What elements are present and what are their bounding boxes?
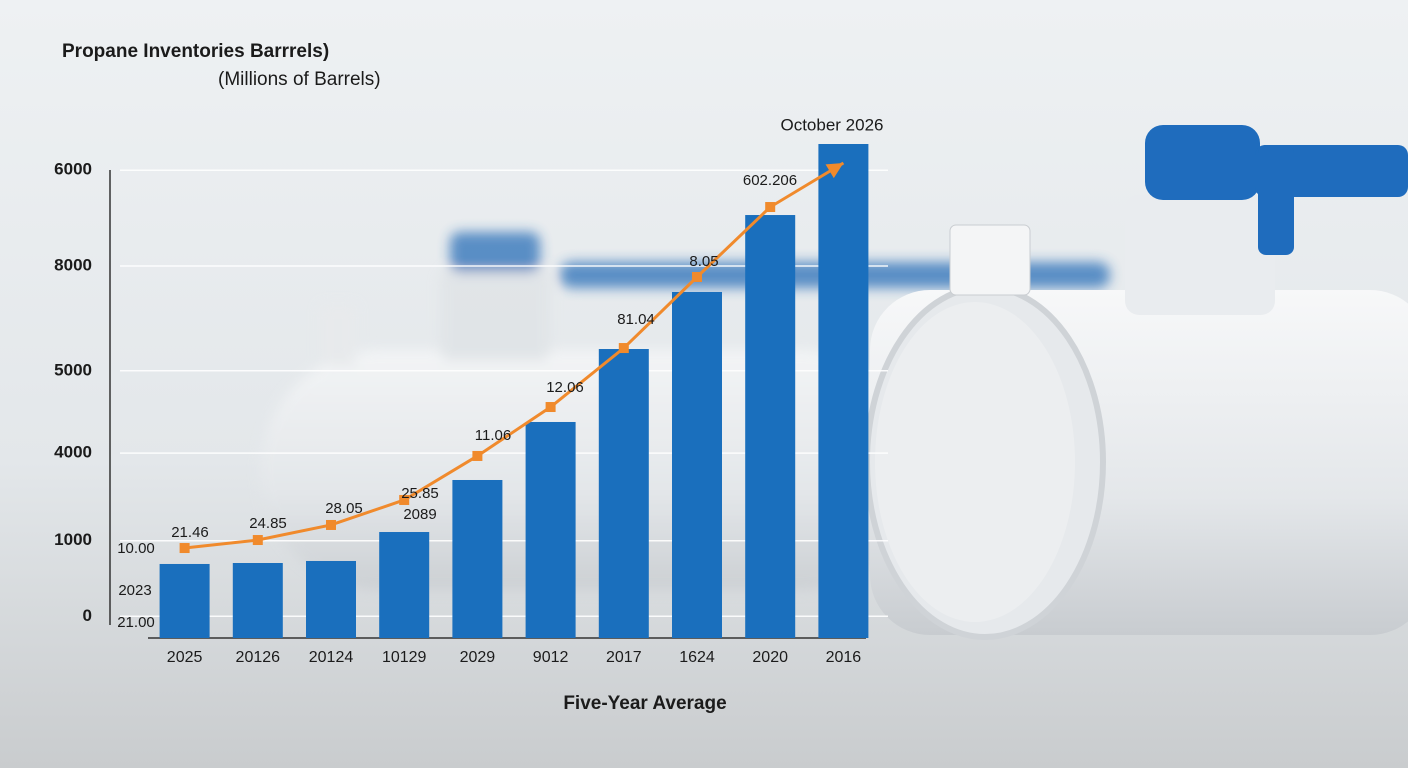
chart-title: Propane Inventories Barrrels)	[62, 41, 329, 62]
annotation: 24.85	[249, 515, 287, 532]
bar	[232, 563, 283, 638]
bar	[672, 291, 722, 638]
x-tick-label: 9012	[533, 649, 569, 666]
line-marker	[326, 519, 336, 530]
line-marker	[472, 450, 483, 461]
line-marker	[179, 543, 190, 554]
annotation: 25.85	[401, 485, 439, 502]
line-marker	[399, 494, 410, 505]
annotation: 2089	[403, 506, 436, 523]
bar	[525, 421, 576, 638]
y-tick-label: 8000	[54, 255, 92, 274]
annotation: 2023	[118, 582, 151, 599]
bar	[745, 215, 796, 638]
line-marker	[692, 272, 702, 283]
x-tick-label: 2029	[460, 649, 496, 666]
x-tick-label: 20124	[309, 649, 354, 666]
line-marker	[765, 202, 776, 213]
annotation: 21.46	[171, 524, 209, 541]
x-tick-label: 2016	[826, 649, 862, 666]
line-arrowhead	[825, 163, 844, 179]
x-tick-label: 20126	[236, 649, 281, 666]
line	[184, 161, 845, 550]
y-tick-label: 5000	[54, 360, 92, 379]
annotation: 21.00	[117, 614, 155, 631]
y-tick-label: 4000	[54, 443, 92, 462]
x-tick-label: 1624	[679, 649, 715, 666]
line-marker	[252, 535, 263, 546]
bar	[379, 532, 430, 638]
annotation: October 2026	[780, 115, 883, 134]
line-marker	[545, 402, 556, 413]
x-tick-label: 2020	[752, 649, 788, 666]
annotation: 81.04	[617, 311, 655, 328]
foreground-tank	[864, 125, 1408, 640]
x-axis-label: Five-Year Average	[563, 693, 726, 714]
annotation: 11.06	[475, 427, 511, 444]
x-tick-label: 10129	[382, 649, 427, 666]
x-tick-label: 2025	[167, 649, 203, 666]
annotation: 602.206	[743, 172, 797, 189]
annotation: 12.06	[546, 379, 584, 396]
bar	[452, 479, 503, 638]
annotation: 10.00	[117, 540, 155, 557]
bar	[598, 349, 649, 638]
bar	[159, 563, 210, 638]
y-tick-label: 6000	[54, 160, 92, 179]
annotation: 28.05	[325, 500, 363, 517]
line-marker	[618, 343, 629, 354]
y-tick-label: 0	[83, 606, 92, 625]
bar	[306, 560, 356, 638]
chart-subtitle: (Millions of Barrels)	[218, 69, 381, 90]
x-tick-label: 2017	[606, 649, 642, 666]
annotation: 8.05	[689, 253, 718, 270]
bar	[818, 144, 869, 638]
y-tick-label: 1000	[54, 530, 92, 549]
